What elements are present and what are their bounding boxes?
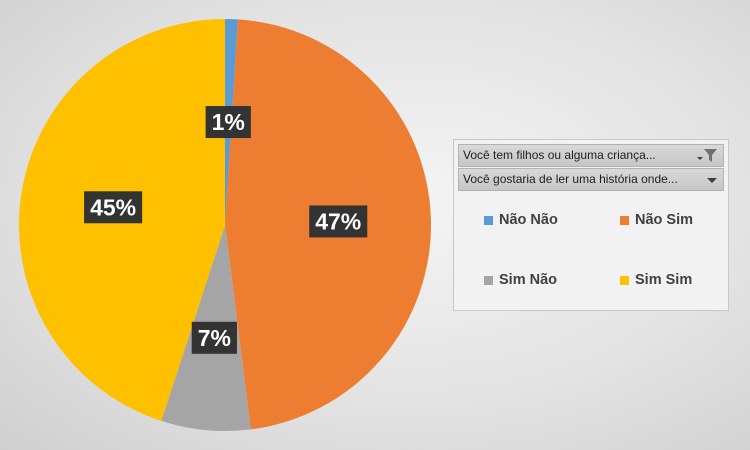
data-label-box [191, 321, 237, 354]
filter-field-label: Você tem filhos ou alguma criança... [463, 148, 656, 162]
legend-label: Sim Sim [635, 272, 693, 288]
data-label-box [205, 106, 251, 139]
dropdown-arrow-icon[interactable] [706, 169, 718, 190]
data-label-nao-sim: 47% [309, 205, 368, 238]
legend-panel: Você tem filhos ou alguma criança... Voc… [453, 139, 729, 311]
legend-entry-sim-sim: Sim Sim [620, 272, 692, 288]
filter-field-button-children[interactable]: Você tem filhos ou alguma criança... [458, 144, 724, 167]
data-label-sim-sim: 45% [84, 191, 143, 224]
legend-entry-nao-sim: Não Sim [620, 212, 693, 228]
legend-swatch [484, 275, 493, 285]
legend-swatch [620, 275, 629, 285]
filter-field-button-story[interactable]: Você gostaria de ler uma história onde..… [458, 168, 724, 191]
data-label-text: 47% [315, 208, 361, 234]
filter-icon[interactable] [696, 145, 718, 166]
legend-swatch [620, 215, 629, 225]
legend-entry-nao-nao: Não Não [484, 212, 558, 228]
data-label-box [84, 191, 143, 224]
legend-entry-sim-nao: Sim Não [484, 272, 557, 288]
data-label-text: 45% [90, 194, 136, 220]
pie-slices [19, 19, 431, 431]
pie-data-labels: 1% 47% 7% 45% [84, 106, 368, 354]
filter-field-label: Você gostaria de ler uma história onde..… [463, 172, 678, 186]
legend-label: Não Não [499, 212, 558, 228]
data-label-sim-nao: 7% [191, 321, 237, 354]
data-label-nao-nao: 1% [205, 106, 251, 139]
legend-label: Sim Não [499, 272, 558, 288]
data-label-text: 1% [212, 109, 245, 135]
data-label-text: 7% [198, 325, 231, 351]
data-label-box [309, 205, 368, 238]
legend-label: Não Sim [635, 212, 694, 228]
legend-swatch [484, 215, 493, 225]
